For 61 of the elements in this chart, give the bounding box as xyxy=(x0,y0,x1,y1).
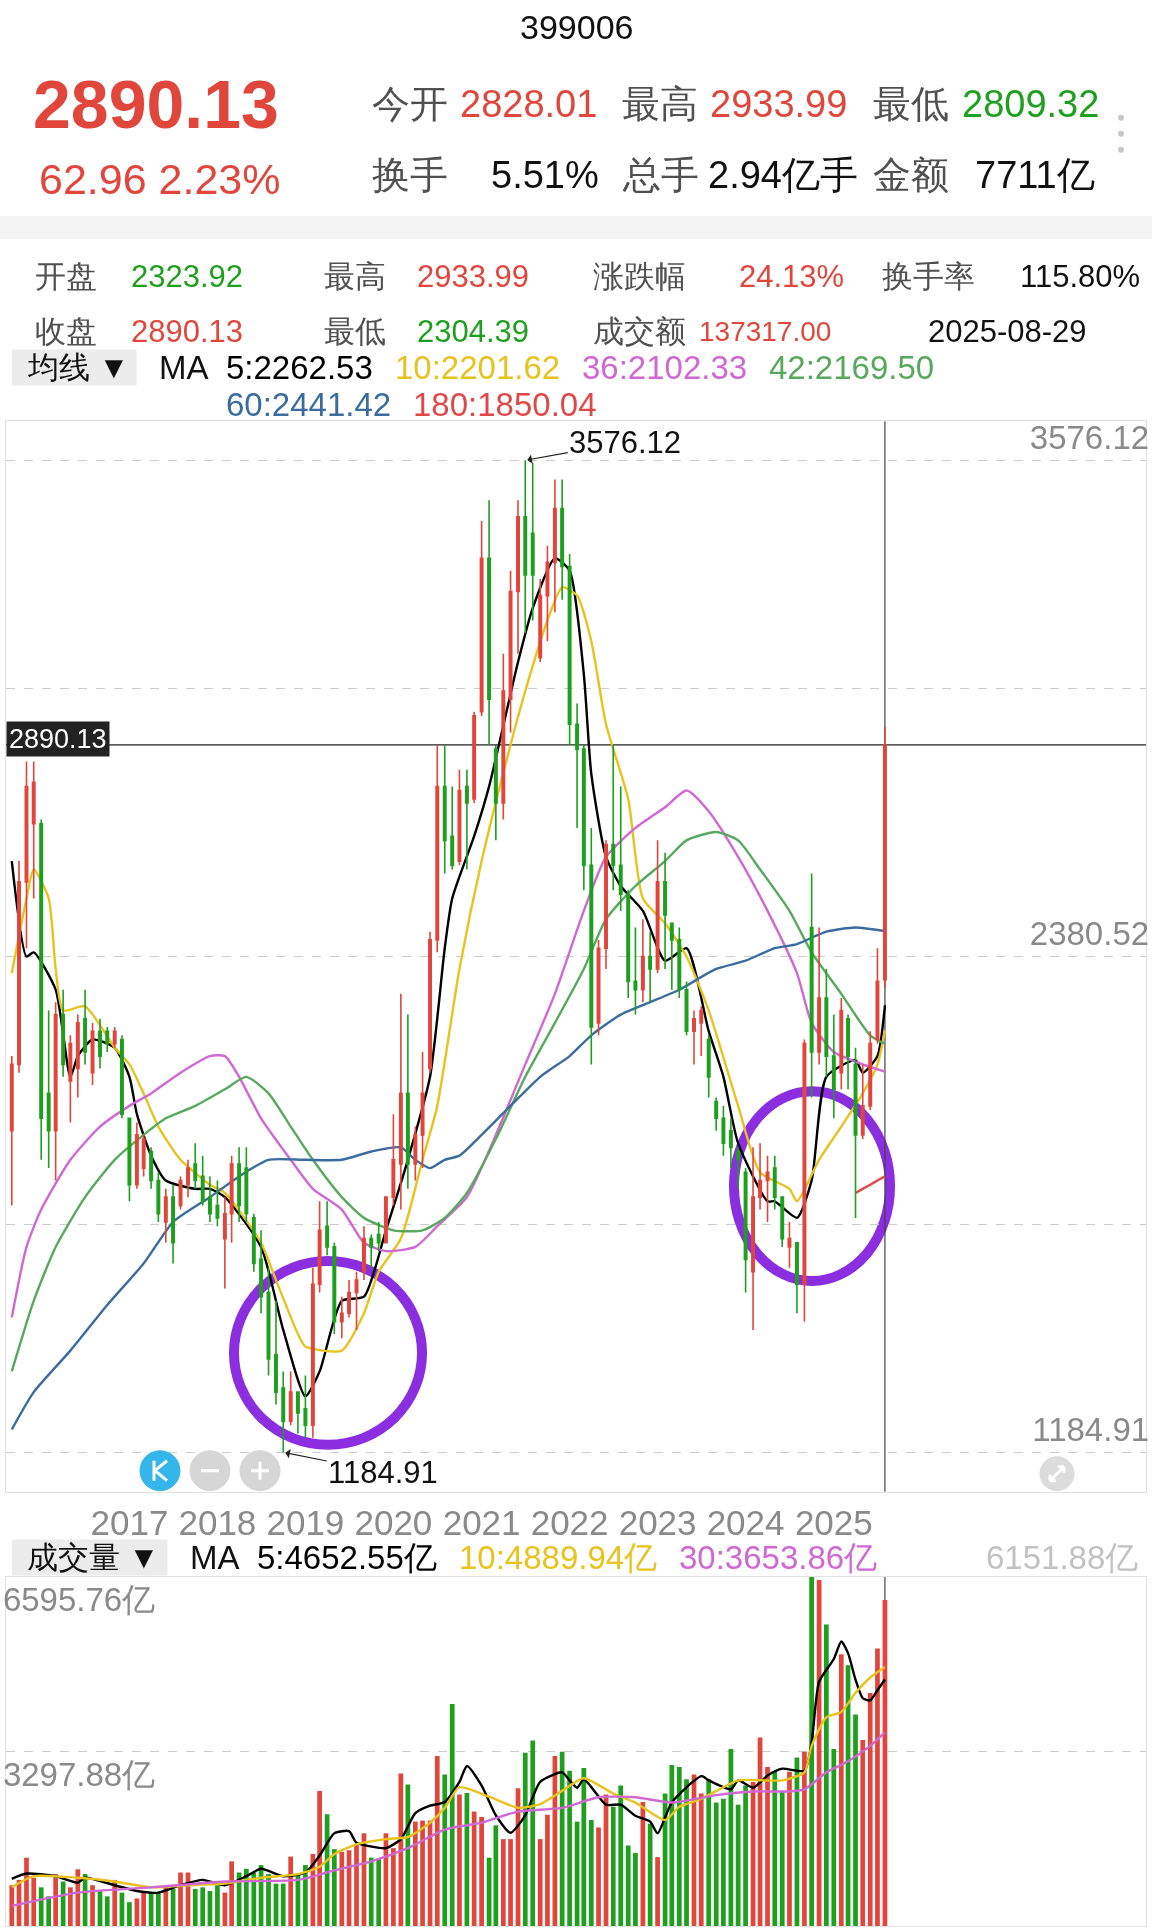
text: 399006 xyxy=(520,8,634,46)
text: 2323.92 xyxy=(131,259,244,294)
x-tick-label: 2023 xyxy=(618,1502,697,1542)
text: 2809.32 xyxy=(962,83,1100,125)
text: 42:2169.50 xyxy=(769,349,935,386)
text: 金额 xyxy=(873,154,949,196)
text: 换手 xyxy=(372,154,448,196)
text: 2890.13 xyxy=(131,314,244,349)
text: 62.96 2.23% xyxy=(39,155,281,203)
text: 最高 xyxy=(324,259,386,294)
text: 2890.13 xyxy=(33,66,279,142)
text: 最低 xyxy=(873,83,949,125)
text: 30:3653.86亿 xyxy=(679,1539,878,1576)
text: 115.80% xyxy=(1020,259,1141,294)
text: 收盘 xyxy=(35,314,97,349)
annotation: 3576.12 xyxy=(569,425,682,460)
text: 开盘 xyxy=(35,259,97,294)
text: 180:1850.04 xyxy=(413,386,597,423)
text: 60:2441.42 xyxy=(226,386,392,423)
text: 5.51% xyxy=(491,154,599,196)
text: 总手 xyxy=(622,154,699,196)
text: 2933.99 xyxy=(417,259,530,294)
text: 成交额 xyxy=(593,314,686,349)
legend-title: MA xyxy=(190,1539,240,1576)
text: 2304.39 xyxy=(417,314,530,349)
y-tick-label: 3576.12 xyxy=(1029,418,1150,456)
ref-line-label: 2890.13 xyxy=(9,724,107,754)
text: 24.13% xyxy=(739,259,845,294)
legend-title: MA xyxy=(159,349,209,386)
y-tick-label: 2380.52 xyxy=(1029,914,1150,952)
text: 137317.00 xyxy=(699,316,832,347)
text: 2828.01 xyxy=(460,83,598,125)
text: 6151.88亿 xyxy=(986,1539,1139,1576)
x-tick-label: 2024 xyxy=(706,1502,785,1542)
text: 10:2201.62 xyxy=(395,349,561,386)
x-tick-label: 2019 xyxy=(266,1502,345,1542)
y-tick-label: 1184.91 xyxy=(1032,1410,1150,1448)
chart-title: 成交量 ▼ xyxy=(27,1540,160,1575)
x-tick-label: 2020 xyxy=(354,1502,433,1542)
x-tick-label: 2021 xyxy=(442,1502,521,1542)
text: 换手率 xyxy=(882,259,975,294)
x-tick-label: 2022 xyxy=(530,1502,609,1542)
text: 7711亿 xyxy=(975,154,1095,196)
x-tick-label: 2025 xyxy=(794,1502,873,1542)
text: 5:4652.55亿 xyxy=(257,1539,437,1576)
y-tick-label: 3297.88亿 xyxy=(2,1755,156,1793)
text: 2.94亿手 xyxy=(708,154,858,196)
text: 2025-08-29 xyxy=(928,314,1087,349)
text: 5:2262.53 xyxy=(226,349,373,386)
text: 2933.99 xyxy=(710,83,848,125)
x-tick-label: 2018 xyxy=(178,1502,257,1542)
text: 今开 xyxy=(372,83,448,125)
y-tick-label: 6595.76亿 xyxy=(2,1581,156,1619)
annotation: 1184.91 xyxy=(328,1455,438,1490)
text: 涨跌幅 xyxy=(593,259,686,294)
chart-title: 均线 ▼ xyxy=(27,350,130,385)
text: 最高 xyxy=(622,83,698,125)
text: 最低 xyxy=(324,314,386,349)
x-tick-label: 2017 xyxy=(90,1502,169,1542)
text: 10:4889.94亿 xyxy=(459,1539,658,1576)
text: 36:2102.33 xyxy=(582,349,748,386)
